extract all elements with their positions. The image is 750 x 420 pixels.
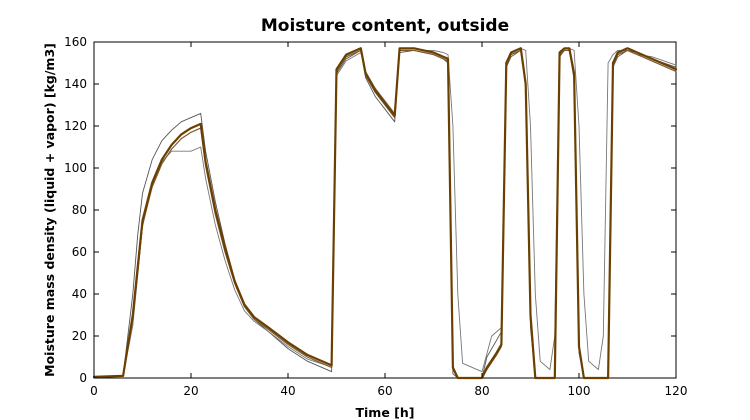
y-tick-label: 60: [72, 245, 87, 259]
x-tick-label: 0: [90, 384, 98, 398]
series-line-3: [93, 49, 677, 379]
y-tick-label: 140: [64, 77, 87, 91]
series-line-1: [92, 47, 678, 380]
tick-group: 0 20 40 60 80 100 120 0 20 40 60 80 100 120 140 160: [64, 35, 687, 398]
x-tick-label: 40: [280, 384, 295, 398]
x-tick-label: 100: [568, 384, 591, 398]
plot-area: 0 20 40 60 80 100 120 0 20 40 60 80 100 120 140 160: [64, 35, 687, 398]
y-tick-label: 20: [72, 329, 87, 343]
y-tick-label: 100: [64, 161, 87, 175]
series-group: [92, 47, 678, 380]
y-tick-label: 80: [72, 203, 87, 217]
x-tick-label: 60: [377, 384, 392, 398]
x-tick-label: 20: [183, 384, 198, 398]
y-tick-label: 40: [72, 287, 87, 301]
series-line-2: [93, 49, 677, 379]
x-axis-label: Time [h]: [356, 405, 415, 420]
y-tick-label: 0: [79, 371, 87, 385]
x-tick-label: 80: [474, 384, 489, 398]
y-tick-label: 160: [64, 35, 87, 49]
y-axis-label: Moisture mass density (liquid + vapor) […: [42, 43, 57, 377]
x-tick-label: 120: [665, 384, 688, 398]
series-line-4: [93, 47, 677, 378]
plot-frame: [93, 41, 677, 379]
chart-title: Moisture content, outside: [261, 16, 509, 36]
y-tick-label: 120: [64, 119, 87, 133]
